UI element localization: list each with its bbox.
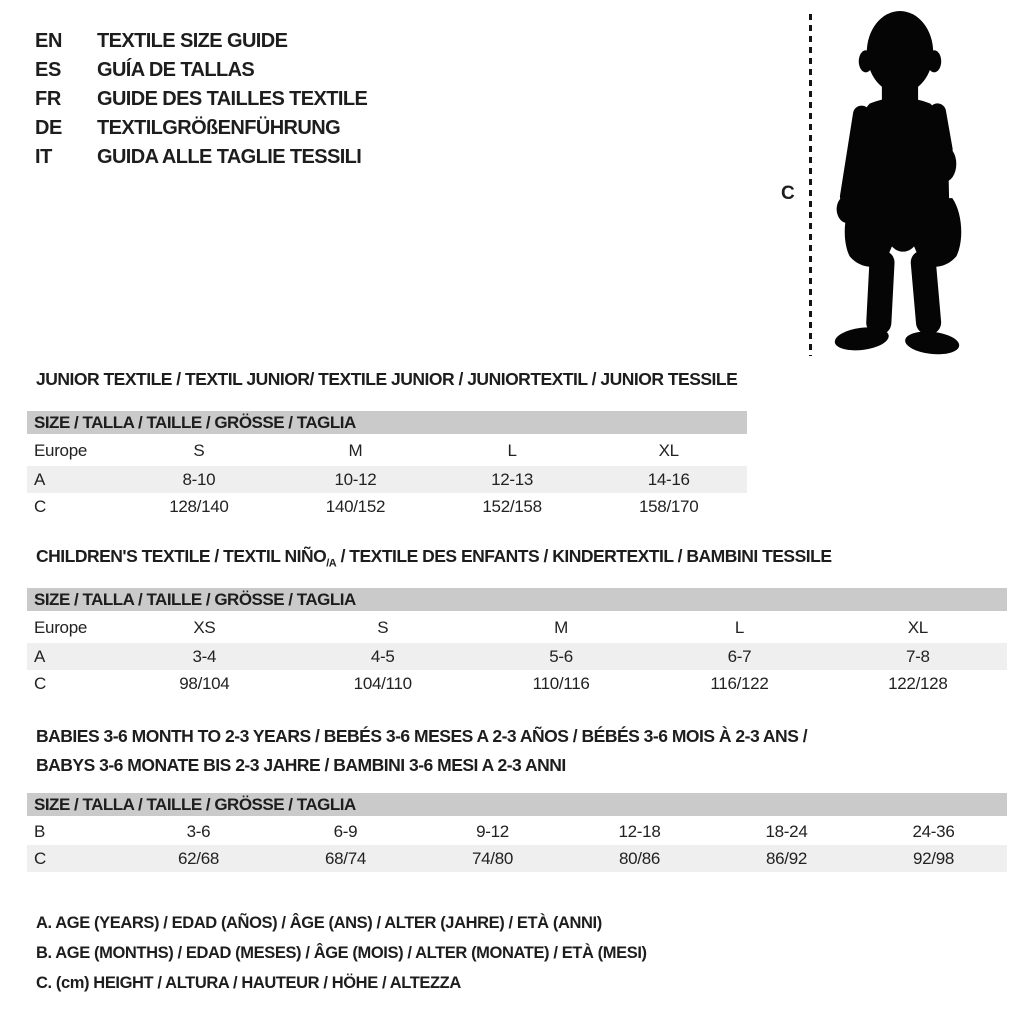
table-cell: C [34,496,46,516]
table-cell: 24-36 [912,821,955,841]
table-cell: 12-18 [618,821,661,841]
language-row: DE TEXTILGRÖßENFÜHRUNG [35,114,367,143]
table-cell: XL [907,618,929,637]
legend-line-a: A. AGE (YEARS) / EDAD (AÑOS) / ÂGE (ANS)… [36,914,602,932]
children-section-title: CHILDREN'S TEXTILE / TEXTIL NIÑO/A / TEX… [36,546,832,570]
table-cell: 68/74 [324,848,367,868]
table-row: C 62/68 68/74 74/80 80/86 86/92 92/98 [27,845,1007,872]
table-cell: C [34,848,46,868]
table-cell: Europe [34,618,88,637]
language-title: GUÍA DE TALLAS [97,59,255,81]
table-cell: 10-12 [334,469,377,489]
height-measure-label: C [781,183,795,204]
table-cell: 4-5 [370,646,395,666]
table-row: Europe S M L XL [27,436,747,466]
babies-size-table: SIZE / TALLA / TAILLE / GRÖSSE / TAGLIA … [27,793,1007,872]
children-title-subscript: /A [326,557,337,570]
children-title-text: CHILDREN'S TEXTILE / TEXTIL NIÑO [36,546,327,566]
table-cell: M [554,618,569,637]
babies-title-line2: BABYS 3-6 MONATE BIS 2-3 JAHRE / BAMBINI… [36,755,566,775]
table-cell: 140/152 [325,496,386,516]
table-cell: 104/110 [353,673,412,693]
language-row: EN TEXTILE SIZE GUIDE [35,27,367,56]
babies-title-line1: BABIES 3-6 MONTH TO 2-3 YEARS / BEBÉS 3-… [36,726,808,746]
language-row: FR GUIDE DES TAILLES TEXTILE [35,85,368,114]
table-cell: A [34,469,46,489]
table-cell: 74/80 [471,848,514,868]
table-row: A 8-10 10-12 12-13 14-16 [27,466,747,493]
table-cell: 5-6 [549,646,573,666]
language-row: IT GUIDA ALLE TAGLIE TESSILI [35,143,367,172]
table-row: A 3-4 4-5 5-6 6-7 7-8 [27,643,1007,670]
table-cell: L [507,441,517,460]
table-cell: 158/170 [639,496,699,516]
table-cell: B [34,821,46,841]
table-cell: 62/68 [177,848,220,868]
table-cell: Europe [34,441,88,460]
language-code: ES [35,59,61,81]
table-cell: A [34,646,46,666]
table-cell: 3-6 [186,821,211,841]
language-title: GUIDE DES TAILLES TEXTILE [97,88,368,110]
toddler-silhouette-icon [834,11,962,355]
table-cell: 110/116 [532,673,590,693]
table-cell: XL [658,441,680,460]
table-cell: 6-9 [333,821,358,841]
table-cell: 12-13 [491,469,534,489]
size-header-bar: SIZE / TALLA / TAILLE / GRÖSSE / TAGLIA [27,588,1007,611]
table-cell: 92/98 [912,848,955,868]
table-cell: 152/158 [482,496,542,516]
table-cell: 14-16 [647,469,690,489]
table-cell: 7-8 [905,646,930,666]
legend-line-c: C. (cm) HEIGHT / ALTURA / HAUTEUR / HÖHE… [36,974,461,992]
table-cell: M [348,441,363,460]
language-list: EN TEXTILE SIZE GUIDE ES GUÍA DE TALLAS … [35,27,368,172]
height-figure: C [770,0,1024,372]
children-table-grid: Europe XS S M L XL A 3-4 4-5 5-6 6-7 7-8… [27,613,1007,697]
babies-section-title: BABIES 3-6 MONTH TO 2-3 YEARS / BEBÉS 3-… [36,722,808,780]
language-code: FR [35,88,61,110]
language-code: DE [35,117,62,139]
size-header-bar: SIZE / TALLA / TAILLE / GRÖSSE / TAGLIA [27,793,1007,816]
size-header-bar: SIZE / TALLA / TAILLE / GRÖSSE / TAGLIA [27,411,747,434]
table-cell: 18-24 [765,821,808,841]
table-cell: 128/140 [169,496,229,516]
table-cell: 98/104 [179,673,230,693]
language-row: ES GUÍA DE TALLAS [35,56,367,85]
table-cell: C [34,673,46,693]
measure-legend: A. AGE (YEARS) / EDAD (AÑOS) / ÂGE (ANS)… [36,908,647,998]
table-cell: L [734,618,745,637]
table-row: C 98/104 104/110 110/116 116/122 122/128 [27,670,1007,697]
children-title-text: / TEXTILE DES ENFANTS / KINDERTEXTIL / B… [336,546,832,566]
table-cell: 86/92 [765,848,808,868]
table-cell: 6-7 [727,646,752,666]
language-code: EN [35,30,62,52]
table-cell: 3-4 [192,646,217,666]
table-row: C 128/140 140/152 152/158 158/170 [27,493,747,520]
table-cell: 116/122 [710,673,769,693]
table-cell: S [377,618,389,637]
language-title: GUIDA ALLE TAGLIE TESSILI [97,146,362,168]
table-row: Europe XS S M L XL [27,613,1007,643]
language-title: TEXTILE SIZE GUIDE [97,30,288,52]
table-cell: S [193,441,205,460]
table-row: B 3-6 6-9 9-12 12-18 18-24 24-36 [27,818,1007,845]
language-title: TEXTILGRÖßENFÜHRUNG [97,117,341,139]
junior-size-table: SIZE / TALLA / TAILLE / GRÖSSE / TAGLIA … [27,411,747,520]
junior-table-grid: Europe S M L XL A 8-10 10-12 12-13 14-16… [27,436,747,520]
table-cell: 122/128 [888,673,948,693]
children-size-table: SIZE / TALLA / TAILLE / GRÖSSE / TAGLIA … [27,588,1007,697]
height-dashed-line [809,14,812,356]
table-cell: 80/86 [618,848,661,868]
language-code: IT [35,146,52,168]
junior-section-title: JUNIOR TEXTILE / TEXTIL JUNIOR/ TEXTILE … [36,369,738,389]
table-cell: 9-12 [476,821,509,841]
table-cell: XS [193,618,216,637]
babies-table-grid: B 3-6 6-9 9-12 12-18 18-24 24-36 C 62/68… [27,818,1007,872]
legend-line-b: B. AGE (MONTHS) / EDAD (MESES) / ÂGE (MO… [36,944,647,962]
table-cell: 8-10 [182,469,216,489]
